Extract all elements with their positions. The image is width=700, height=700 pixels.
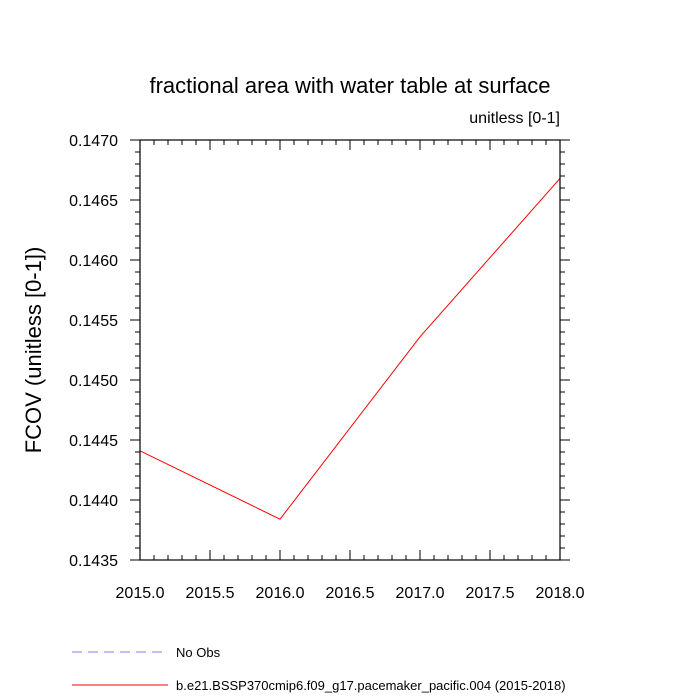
- y-tick-label: 0.1445: [69, 433, 118, 450]
- x-tick-label: 2018.0: [536, 585, 585, 602]
- chart-subtitle: unitless [0-1]: [469, 110, 560, 127]
- x-tick-label: 2015.0: [116, 585, 165, 602]
- legend: No Obs b.e21.BSSP370cmip6.f09_g17.pacemak…: [72, 645, 566, 693]
- y-tick-label: 0.1465: [69, 193, 118, 210]
- plot-frame: [139, 139, 561, 561]
- y-axis-label: FCOV (unitless [0-1]): [21, 247, 46, 454]
- axes: 2015.0 2015.5 2016.0 2016.5 2017.0 2017.5 2018…: [69, 133, 585, 602]
- x-tick-label: 2017.5: [466, 585, 515, 602]
- x-tick-label: 2015.5: [186, 585, 235, 602]
- series-line: [139, 178, 561, 520]
- y-tick-label: 0.1455: [69, 313, 118, 330]
- x-tick-label: 2016.0: [256, 585, 305, 602]
- legend-label: No Obs: [176, 645, 221, 660]
- y-tick-label: 0.1470: [69, 133, 118, 150]
- y-tick-label: 0.1460: [69, 253, 118, 270]
- chart-title: fractional area with water table at surf…: [149, 73, 550, 98]
- legend-label: b.e21.BSSP370cmip6.f09_g17.pacemaker_pac…: [176, 678, 566, 693]
- y-tick-label: 0.1450: [69, 373, 118, 390]
- y-tick-label: 0.1440: [69, 493, 118, 510]
- y-tick-label: 0.1435: [69, 553, 118, 570]
- x-tick-label: 2016.5: [326, 585, 375, 602]
- x-tick-label: 2017.0: [396, 585, 445, 602]
- plot-series: [139, 178, 561, 520]
